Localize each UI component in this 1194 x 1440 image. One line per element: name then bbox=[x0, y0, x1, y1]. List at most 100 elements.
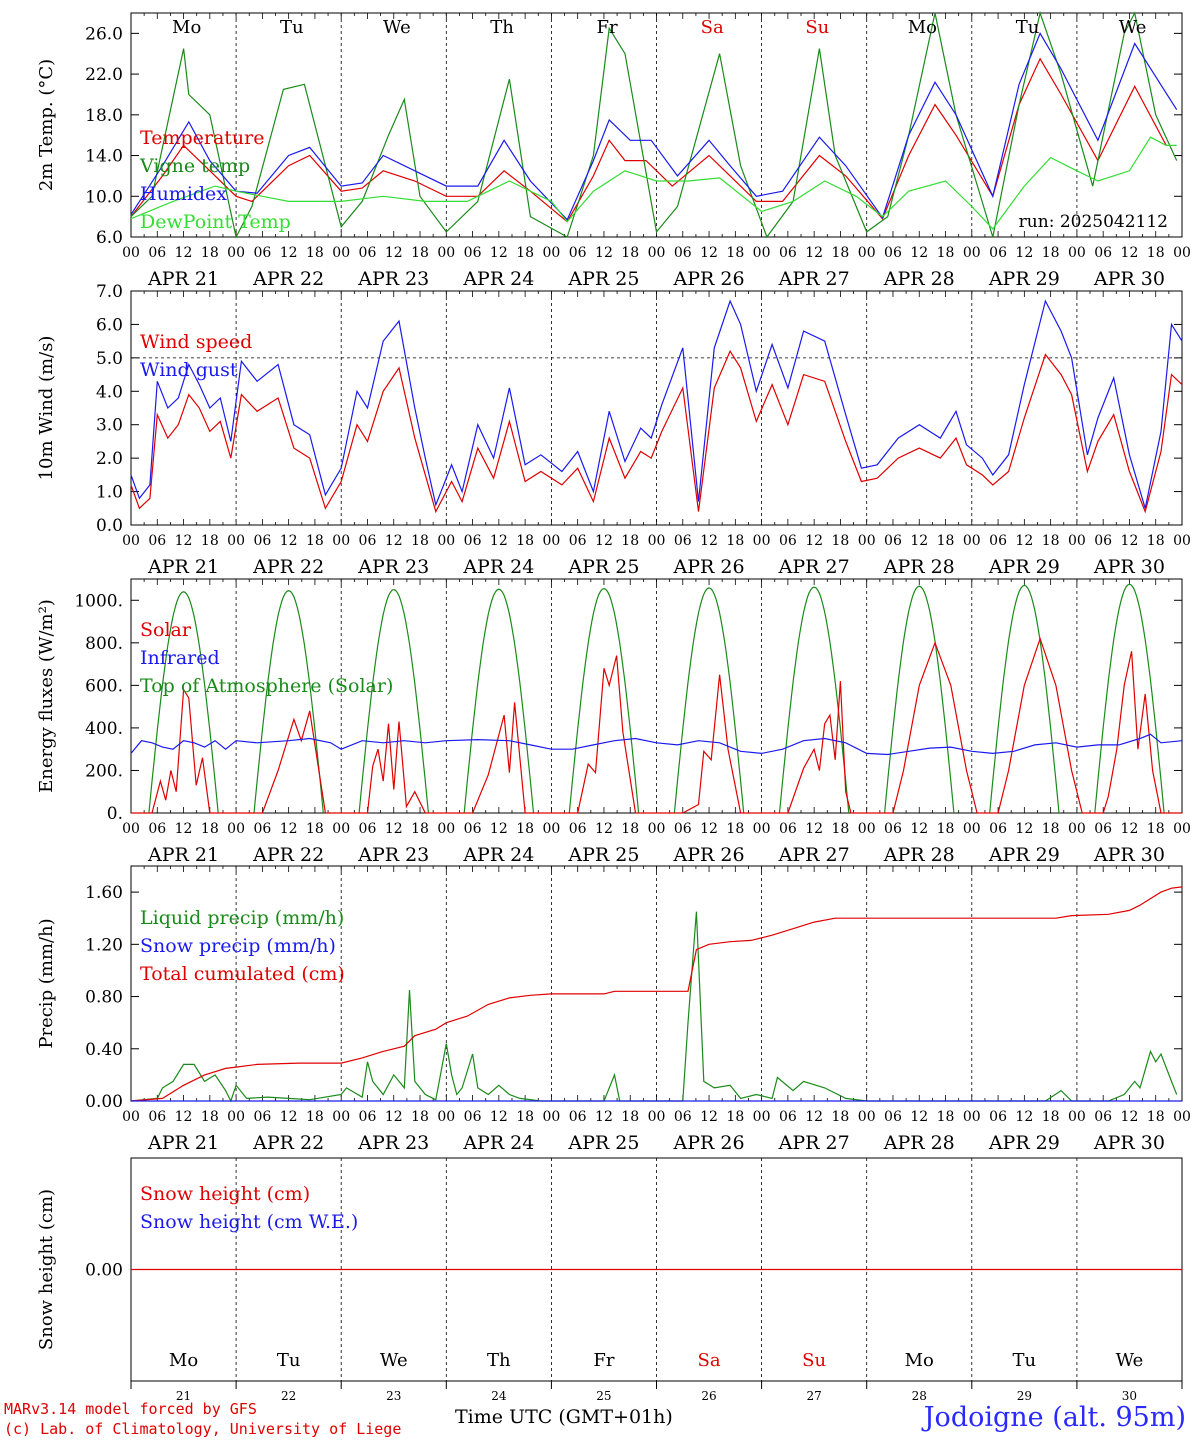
y-tick-label: 0.00 bbox=[85, 1092, 123, 1112]
series-total-cumulated-cm- bbox=[130, 886, 1183, 1102]
legend-entry: Snow height (cm W.E.) bbox=[140, 1211, 358, 1233]
hour-label: 12 bbox=[175, 245, 193, 261]
hour-label: 06 bbox=[674, 533, 692, 549]
y-tick-label: 18.0 bbox=[85, 106, 123, 126]
y-axis-label: Energy fluxes (W/m²) bbox=[36, 599, 57, 793]
date-label: APR 29 bbox=[988, 1132, 1060, 1154]
day-number: 27 bbox=[807, 1389, 822, 1403]
day-number: 22 bbox=[281, 1389, 296, 1403]
hour-label: 18 bbox=[1042, 533, 1060, 549]
weekday-label: Th bbox=[487, 1350, 511, 1371]
series-vigne-temp bbox=[130, 10, 1178, 239]
day-number: 30 bbox=[1122, 1389, 1137, 1403]
y-tick-label: 0.00 bbox=[85, 1261, 123, 1281]
legend-entry: Snow height (cm) bbox=[140, 1183, 310, 1205]
hour-label: 06 bbox=[253, 245, 271, 261]
date-label: APR 26 bbox=[673, 844, 745, 866]
hour-label: 06 bbox=[989, 245, 1007, 261]
date-label: APR 26 bbox=[673, 556, 745, 578]
hour-label: 06 bbox=[569, 1109, 587, 1125]
toa-solar-series bbox=[1094, 583, 1165, 814]
hour-label: 00 bbox=[753, 1109, 771, 1125]
date-label: APR 21 bbox=[147, 556, 219, 578]
hour-label: 06 bbox=[464, 1109, 482, 1125]
hour-label: 12 bbox=[280, 821, 298, 837]
legend-entry: DewPoint Temp bbox=[140, 211, 291, 233]
legend-entry: Wind speed bbox=[140, 331, 252, 353]
date-label: APR 21 bbox=[147, 268, 219, 290]
hour-label: 00 bbox=[332, 533, 350, 549]
hour-label: 00 bbox=[122, 1109, 140, 1125]
hour-label: 12 bbox=[1121, 1109, 1139, 1125]
date-label: APR 30 bbox=[1093, 1132, 1165, 1154]
hour-label: 00 bbox=[1068, 821, 1086, 837]
date-label: APR 21 bbox=[147, 1132, 219, 1154]
hour-label: 12 bbox=[1015, 245, 1033, 261]
y-tick-label: 5.0 bbox=[96, 349, 123, 369]
date-label: APR 25 bbox=[567, 1132, 639, 1154]
y-tick-label: 4.0 bbox=[96, 382, 123, 402]
legend-entry: Temperature bbox=[140, 127, 264, 149]
hour-label: 12 bbox=[910, 821, 928, 837]
day-number: 21 bbox=[176, 1389, 191, 1403]
hour-label: 18 bbox=[1147, 533, 1165, 549]
panel-wind: 0.0 1.0 2.0 3.0 4.0 5.0 6.0 7.0 10m Wind (m/s) Wi… bbox=[36, 282, 1191, 578]
hour-label: 00 bbox=[332, 821, 350, 837]
hour-label: 18 bbox=[726, 533, 744, 549]
y-tick-label: 0.0 bbox=[96, 516, 123, 536]
y-tick-label: 800. bbox=[85, 634, 123, 654]
panel-temperature: 6.0 10.0 14.0 18.0 22.0 26.0 2m Temp. (°C) Temp… bbox=[36, 10, 1191, 290]
credit-model: MARv3.14 model forced by GFS bbox=[4, 1400, 257, 1418]
hour-label: 00 bbox=[753, 821, 771, 837]
weekday-label: We bbox=[383, 17, 411, 38]
hour-label: 12 bbox=[385, 245, 403, 261]
hour-label: 06 bbox=[569, 245, 587, 261]
hour-label: 18 bbox=[201, 533, 219, 549]
date-label: APR 29 bbox=[988, 268, 1060, 290]
legend-entry: Solar bbox=[140, 619, 192, 641]
time-axis-label: Time UTC (GMT+01h) bbox=[455, 1406, 673, 1428]
hour-label: 12 bbox=[700, 245, 718, 261]
y-tick-label: 1.60 bbox=[85, 883, 123, 903]
hour-label: 12 bbox=[490, 821, 508, 837]
hour-label: 00 bbox=[753, 533, 771, 549]
hour-label: 00 bbox=[963, 821, 981, 837]
hour-label: 12 bbox=[595, 1109, 613, 1125]
legend-entry: Wind gust bbox=[140, 359, 238, 381]
weekday-label: Fr bbox=[593, 1350, 614, 1371]
hour-label: 06 bbox=[779, 245, 797, 261]
legend-entry: Snow precip (mm/h) bbox=[140, 935, 336, 957]
y-tick-label: 10.0 bbox=[85, 187, 123, 207]
y-tick-label: 1.0 bbox=[96, 483, 123, 503]
hour-label: 00 bbox=[227, 245, 245, 261]
hour-label: 00 bbox=[437, 533, 455, 549]
hour-label: 18 bbox=[621, 533, 639, 549]
hour-label: 12 bbox=[280, 1109, 298, 1125]
hour-label: 00 bbox=[122, 821, 140, 837]
hour-label: 18 bbox=[621, 821, 639, 837]
hour-label: 06 bbox=[464, 821, 482, 837]
hour-label: 12 bbox=[910, 1109, 928, 1125]
weekday-label: Mo bbox=[905, 1350, 934, 1371]
y-axis-label: 2m Temp. (°C) bbox=[36, 59, 57, 191]
y-tick-label: 22.0 bbox=[85, 65, 123, 85]
hour-label: 06 bbox=[148, 533, 166, 549]
weekday-label: Mo bbox=[908, 17, 937, 38]
hour-label: 12 bbox=[805, 1109, 823, 1125]
date-label: APR 26 bbox=[673, 268, 745, 290]
hour-label: 12 bbox=[700, 1109, 718, 1125]
hour-label: 06 bbox=[1094, 533, 1112, 549]
hour-label: 12 bbox=[805, 245, 823, 261]
hour-label: 18 bbox=[1042, 245, 1060, 261]
hour-label: 12 bbox=[805, 533, 823, 549]
hour-label: 06 bbox=[464, 533, 482, 549]
hour-label: 06 bbox=[884, 533, 902, 549]
hour-label: 12 bbox=[175, 1109, 193, 1125]
hour-label: 12 bbox=[1121, 533, 1139, 549]
hour-label: 18 bbox=[306, 245, 324, 261]
hour-label: 12 bbox=[175, 821, 193, 837]
legend-entry: Liquid precip (mm/h) bbox=[140, 907, 344, 929]
hour-label: 12 bbox=[280, 245, 298, 261]
y-tick-label: 0.40 bbox=[85, 1040, 123, 1060]
